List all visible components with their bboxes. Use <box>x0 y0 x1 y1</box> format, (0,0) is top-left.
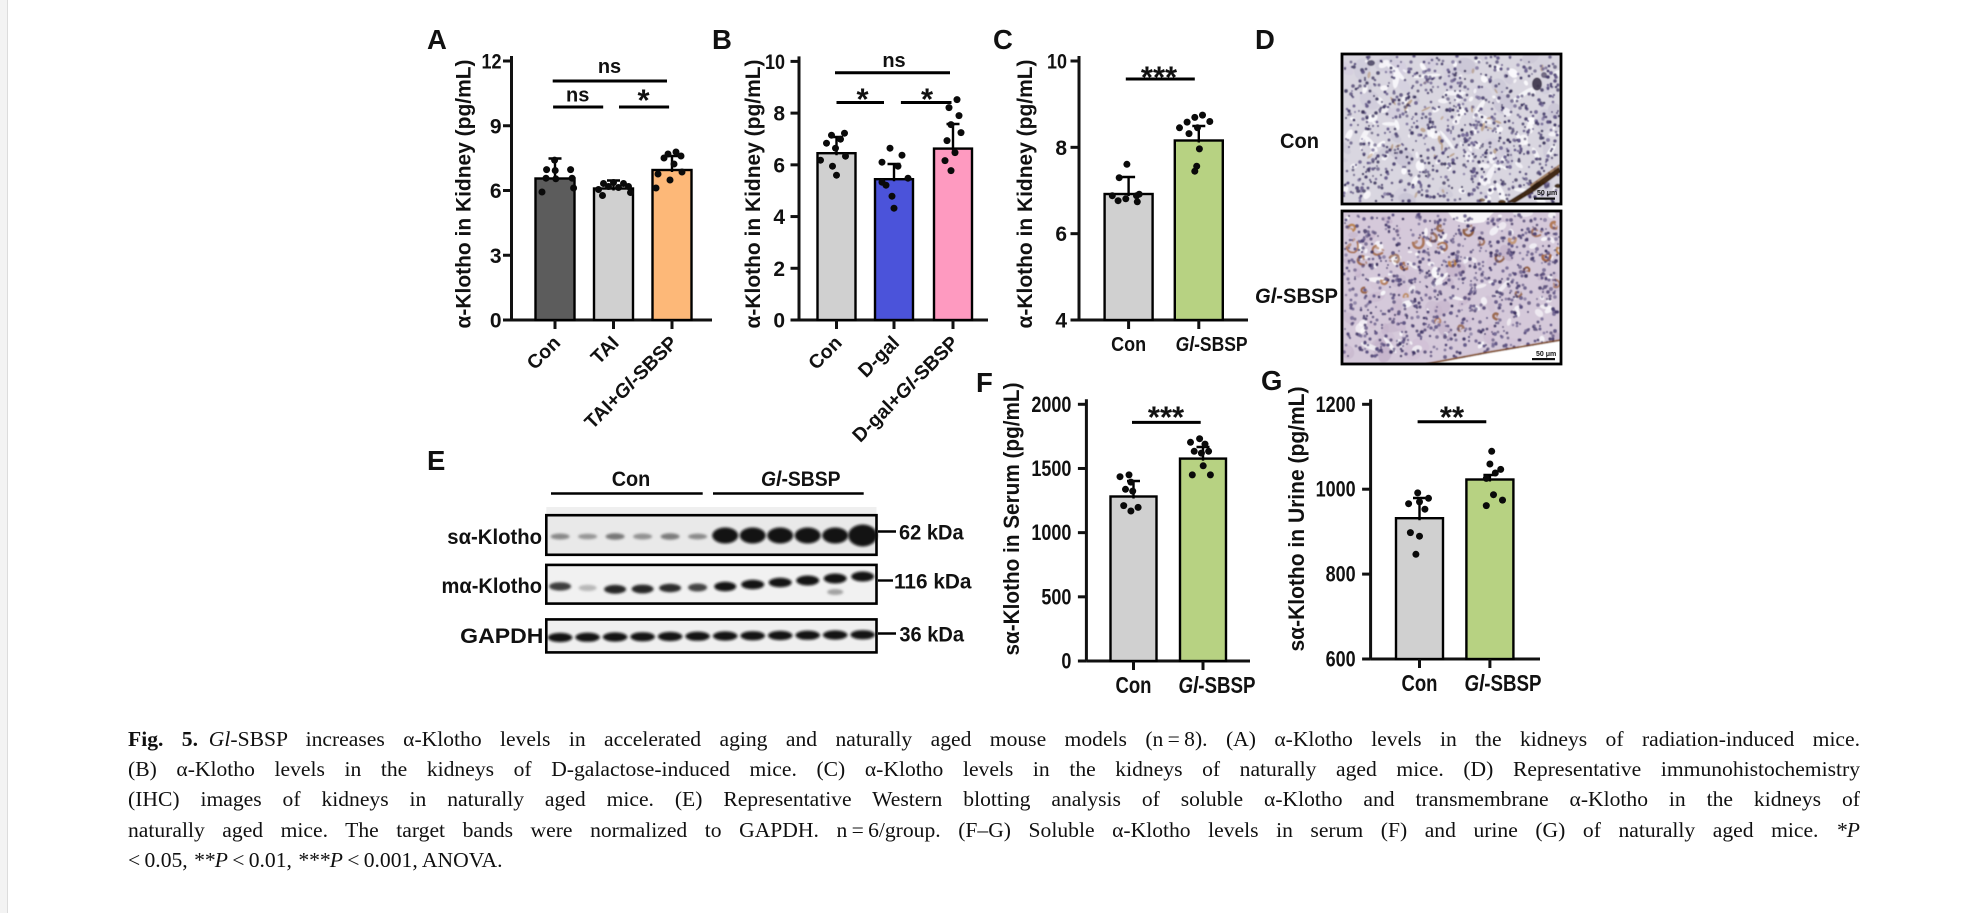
svg-text:α-Klotho in Kidney (pg/mL): α-Klotho in Kidney (pg/mL) <box>1013 60 1037 329</box>
svg-text:Gl-SBSP: Gl-SBSP <box>1465 670 1542 696</box>
svg-text:62 kDa: 62 kDa <box>899 521 965 545</box>
svg-text:0: 0 <box>1061 649 1071 674</box>
svg-text:0: 0 <box>490 310 502 333</box>
svg-text:500: 500 <box>1041 584 1071 609</box>
svg-text:50 μm: 50 μm <box>1536 351 1556 358</box>
svg-text:D-gal: D-gal <box>854 332 904 382</box>
svg-text:*: * <box>637 83 650 118</box>
svg-text:F: F <box>976 367 993 398</box>
svg-text:Con: Con <box>1280 129 1319 153</box>
svg-text:8: 8 <box>773 103 785 126</box>
svg-text:1000: 1000 <box>1316 477 1356 502</box>
svg-text:1500: 1500 <box>1031 456 1071 481</box>
svg-text:36 kDa: 36 kDa <box>899 623 965 647</box>
svg-text:sα-Klotho in Urine (pg/mL): sα-Klotho in Urine (pg/mL) <box>1284 387 1309 652</box>
svg-text:D-gal+Gl-SBSP: D-gal+Gl-SBSP <box>848 332 963 447</box>
svg-text:Con: Con <box>523 332 565 374</box>
svg-text:9: 9 <box>490 115 502 138</box>
svg-text:2000: 2000 <box>1031 392 1071 417</box>
svg-text:6: 6 <box>1055 223 1067 246</box>
svg-text:1200: 1200 <box>1316 392 1356 417</box>
svg-text:1000: 1000 <box>1031 520 1071 545</box>
svg-text:Con: Con <box>1402 670 1438 696</box>
svg-text:D: D <box>1255 24 1275 55</box>
svg-text:B: B <box>712 24 732 55</box>
svg-text:ns: ns <box>882 50 905 72</box>
svg-text:*: * <box>856 82 869 117</box>
svg-text:sα-Klotho in Serum (pg/mL): sα-Klotho in Serum (pg/mL) <box>999 383 1024 656</box>
svg-text:10: 10 <box>1047 51 1067 74</box>
svg-text:G: G <box>1261 365 1282 396</box>
svg-text:α-Klotho in Kidney (pg/mL): α-Klotho in Kidney (pg/mL) <box>741 60 765 329</box>
svg-text:A: A <box>427 24 447 55</box>
svg-text:Con: Con <box>612 467 651 491</box>
svg-text:4: 4 <box>773 206 785 229</box>
svg-text:*: * <box>921 82 934 117</box>
svg-text:Con: Con <box>1116 672 1152 698</box>
svg-text:116 kDa: 116 kDa <box>894 570 972 594</box>
svg-text:2: 2 <box>773 258 785 281</box>
svg-text:Con: Con <box>1111 333 1146 356</box>
svg-text:800: 800 <box>1326 562 1356 587</box>
svg-text:6: 6 <box>490 180 502 203</box>
svg-text:ns: ns <box>566 85 589 107</box>
svg-text:Gl-SBSP: Gl-SBSP <box>761 467 841 491</box>
svg-text:ns: ns <box>598 56 621 78</box>
svg-text:TAI: TAI <box>587 332 624 369</box>
svg-text:sα-Klotho: sα-Klotho <box>447 525 542 549</box>
svg-text:**: ** <box>1440 400 1465 435</box>
svg-text:600: 600 <box>1326 647 1356 672</box>
svg-text:Con: Con <box>804 332 846 374</box>
svg-text:4: 4 <box>1055 310 1067 333</box>
svg-text:Gl-SBSP: Gl-SBSP <box>1176 333 1248 356</box>
svg-text:E: E <box>427 445 445 476</box>
svg-text:10: 10 <box>765 51 785 74</box>
svg-text:Gl-SBSP: Gl-SBSP <box>1179 672 1256 698</box>
svg-text:12: 12 <box>482 51 502 74</box>
svg-text:50 μm: 50 μm <box>1537 190 1557 197</box>
svg-text:C: C <box>993 24 1013 55</box>
svg-text:Gl-SBSP: Gl-SBSP <box>1255 284 1338 308</box>
svg-text:α-Klotho in Kidney (pg/mL): α-Klotho in Kidney (pg/mL) <box>452 60 476 329</box>
svg-text:6: 6 <box>773 154 785 177</box>
svg-text:0: 0 <box>773 310 785 333</box>
svg-text:mα-Klotho: mα-Klotho <box>442 574 543 598</box>
svg-text:GAPDH: GAPDH <box>460 624 543 648</box>
svg-text:***: *** <box>1148 400 1185 435</box>
svg-text:8: 8 <box>1055 137 1067 160</box>
svg-text:3: 3 <box>490 245 502 268</box>
svg-text:***: *** <box>1141 60 1178 95</box>
